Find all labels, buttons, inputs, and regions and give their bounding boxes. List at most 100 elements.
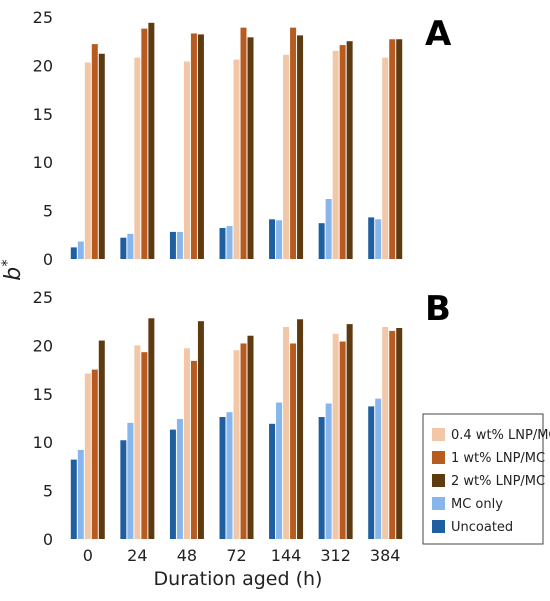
bar bbox=[84, 373, 91, 539]
bar bbox=[70, 459, 77, 539]
bar bbox=[318, 223, 325, 259]
x-tick-label: 312 bbox=[320, 546, 351, 565]
legend-label: 2 wt% LNP/MC bbox=[451, 474, 545, 489]
legend-label: 0.4 wt% LNP/MC bbox=[451, 428, 550, 443]
bar bbox=[375, 219, 382, 259]
legend-swatch bbox=[432, 474, 445, 487]
legend-swatch bbox=[432, 497, 445, 510]
bar bbox=[190, 360, 197, 539]
panel-a: 0 5 10 15 20 25 bbox=[33, 8, 403, 269]
panel-a-letter: A bbox=[425, 14, 452, 54]
y-tick-label: 25 bbox=[33, 8, 53, 27]
bar bbox=[247, 37, 254, 259]
bar bbox=[276, 220, 283, 259]
bar bbox=[197, 321, 204, 539]
y-axis-title: b* bbox=[0, 259, 26, 281]
bar bbox=[183, 348, 190, 539]
panel-b: 0 5 10 15 20 25 0 24 48 72 144 312 384 bbox=[33, 288, 403, 565]
bar bbox=[127, 422, 134, 539]
y-tick-label: 20 bbox=[33, 336, 53, 355]
bar bbox=[120, 237, 127, 259]
bar bbox=[332, 50, 339, 259]
bar bbox=[318, 417, 325, 539]
x-tick-label: 384 bbox=[370, 546, 401, 565]
bar bbox=[389, 330, 396, 539]
y-tick-label: 5 bbox=[43, 202, 53, 221]
bar bbox=[375, 398, 382, 539]
bar bbox=[148, 318, 155, 539]
y-axis-title-superscript: * bbox=[0, 259, 16, 267]
x-tick-label: 0 bbox=[83, 546, 93, 565]
bar bbox=[389, 39, 396, 260]
bar bbox=[297, 319, 304, 539]
bar bbox=[134, 57, 141, 259]
bar bbox=[332, 333, 339, 539]
bar bbox=[396, 39, 403, 260]
bar bbox=[127, 233, 134, 259]
y-tick-label: 0 bbox=[43, 530, 53, 549]
bar bbox=[91, 44, 98, 259]
bar bbox=[339, 45, 346, 259]
x-tick-label: 48 bbox=[177, 546, 197, 565]
x-axis-title: Duration aged (h) bbox=[154, 568, 323, 590]
bar bbox=[98, 340, 105, 539]
bar bbox=[91, 369, 98, 539]
bar bbox=[219, 417, 226, 539]
bar bbox=[382, 327, 389, 539]
legend-swatch bbox=[432, 451, 445, 464]
bar bbox=[339, 341, 346, 539]
bar bbox=[346, 41, 353, 260]
bar bbox=[84, 62, 91, 259]
panel-b-letter: B bbox=[425, 289, 451, 329]
bar bbox=[368, 217, 375, 259]
bar bbox=[134, 345, 141, 539]
bar bbox=[269, 219, 276, 259]
y-tick-label: 15 bbox=[33, 385, 53, 404]
bar bbox=[276, 402, 283, 539]
bar bbox=[297, 35, 304, 259]
legend-swatch bbox=[432, 520, 445, 533]
bar bbox=[176, 231, 183, 259]
bar bbox=[233, 59, 240, 260]
bar bbox=[325, 403, 332, 539]
bar bbox=[183, 61, 190, 259]
x-tick-label: 24 bbox=[127, 546, 147, 565]
bar bbox=[290, 27, 297, 260]
bar bbox=[190, 33, 197, 260]
legend-label: Uncoated bbox=[451, 520, 513, 535]
bar bbox=[240, 343, 247, 539]
y-axis-title-main: b bbox=[1, 267, 26, 281]
bar bbox=[176, 418, 183, 539]
bar bbox=[120, 440, 127, 539]
bar bbox=[382, 57, 389, 259]
y-tick-label: 25 bbox=[33, 288, 53, 307]
bar bbox=[396, 327, 403, 539]
bar bbox=[70, 247, 77, 259]
y-tick-label: 10 bbox=[33, 433, 53, 452]
bar bbox=[226, 226, 233, 259]
bar bbox=[290, 343, 297, 539]
bar bbox=[98, 53, 105, 259]
legend-label: MC only bbox=[451, 497, 503, 512]
bar bbox=[233, 350, 240, 539]
bar bbox=[283, 327, 290, 539]
bar bbox=[169, 429, 176, 539]
legend-swatch bbox=[432, 428, 445, 441]
bar bbox=[247, 335, 254, 539]
bar bbox=[148, 22, 155, 260]
bar bbox=[226, 412, 233, 539]
legend-label: 1 wt% LNP/MC bbox=[451, 451, 545, 466]
bar bbox=[77, 449, 84, 539]
bar bbox=[141, 28, 148, 260]
x-tick-label: 144 bbox=[271, 546, 302, 565]
bar bbox=[368, 406, 375, 539]
bar bbox=[141, 352, 148, 539]
bar bbox=[346, 324, 353, 539]
bar bbox=[197, 34, 204, 259]
y-tick-label: 0 bbox=[43, 250, 53, 269]
y-tick-label: 15 bbox=[33, 105, 53, 124]
x-tick-label: 72 bbox=[226, 546, 246, 565]
bar bbox=[325, 198, 332, 259]
bar bbox=[219, 228, 226, 259]
